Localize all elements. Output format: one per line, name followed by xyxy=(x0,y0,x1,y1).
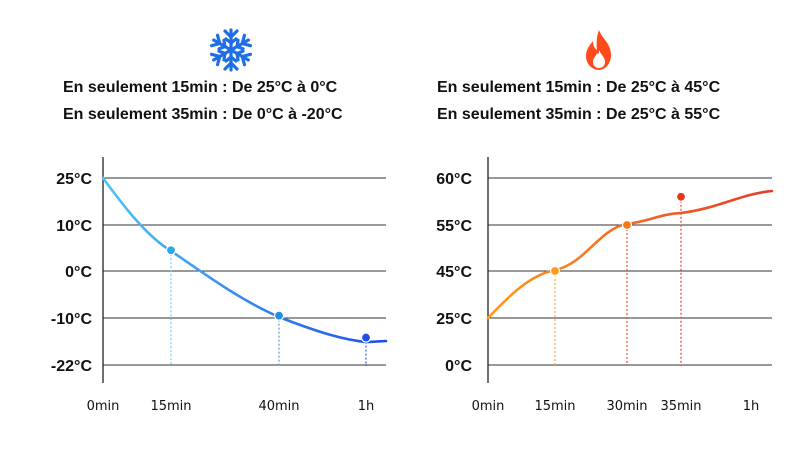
series-line xyxy=(101,176,388,344)
y-tick-label: -22°C xyxy=(51,358,93,375)
y-tick-label: 60°C xyxy=(436,171,472,188)
cooling-chart: 25°C 10°C 0°C -10°C -22°C 0min 15min 40min 1h xyxy=(51,157,388,414)
left-headline-2: En seulement 35min : De 0°C à -20°C xyxy=(63,106,343,123)
y-tick-label: -10°C xyxy=(51,311,93,328)
y-tick-label: 25°C xyxy=(56,171,92,188)
data-point xyxy=(621,219,633,231)
y-tick-label: 55°C xyxy=(436,218,472,235)
y-tick-label: 0°C xyxy=(65,264,92,281)
x-tick-label: 40min xyxy=(258,399,299,414)
x-tick-label: 15min xyxy=(534,399,575,414)
data-point xyxy=(273,310,285,321)
x-tick-label: 30min xyxy=(606,399,647,414)
y-tick-label: 0°C xyxy=(445,358,472,375)
y-tick-label: 25°C xyxy=(436,311,472,328)
x-tick-label: 1h xyxy=(358,399,375,414)
data-point xyxy=(549,265,561,277)
y-tick-label: 45°C xyxy=(436,264,472,281)
heating-chart: 60°C 55°C 45°C 25°C 0°C 0min 15min 30min 35min 1h xyxy=(436,157,774,414)
data-point xyxy=(675,191,687,202)
data-point xyxy=(165,245,177,256)
flame-icon xyxy=(586,30,611,70)
x-tick-label: 35min xyxy=(660,399,701,414)
right-headline-1: En seulement 15min : De 25°C à 45°C xyxy=(437,79,721,96)
left-headline-1: En seulement 15min : De 25°C à 0°C xyxy=(63,79,338,96)
series-line xyxy=(486,189,774,320)
data-point xyxy=(360,332,372,343)
x-tick-label: 0min xyxy=(87,399,120,414)
x-tick-label: 1h xyxy=(743,399,760,414)
snowflake-icon xyxy=(209,28,253,72)
x-tick-label: 15min xyxy=(150,399,191,414)
right-headline-2: En seulement 35min : De 25°C à 55°C xyxy=(437,106,721,123)
x-tick-label: 0min xyxy=(472,399,505,414)
y-tick-label: 10°C xyxy=(56,218,92,235)
